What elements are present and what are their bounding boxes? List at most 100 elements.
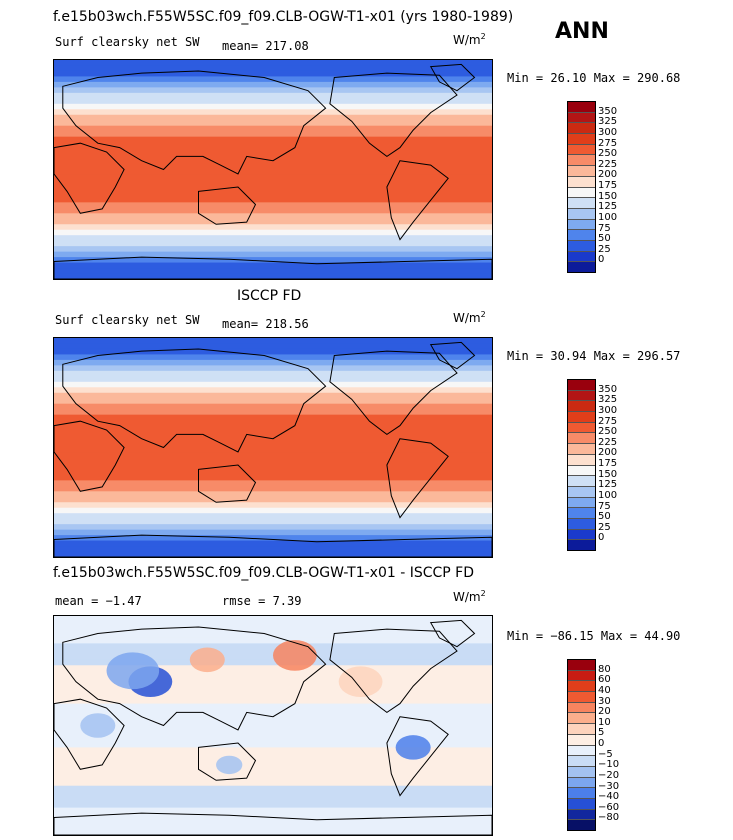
- field-band: [54, 381, 492, 388]
- field-band: [54, 447, 492, 454]
- colorbar-segment: [568, 465, 595, 477]
- colorbar-segment: [568, 798, 595, 810]
- field-band: [54, 654, 492, 661]
- field-band: [54, 507, 492, 514]
- field-band: [54, 681, 492, 688]
- colorbar-segment: [568, 380, 595, 391]
- colorbar-segment: [568, 433, 595, 445]
- field-band: [54, 807, 492, 814]
- colorbar-segment: [568, 540, 595, 550]
- colorbar-tick-label: 200: [598, 447, 618, 459]
- coastline: [329, 628, 458, 714]
- colorbar-segment: [568, 497, 595, 509]
- panel2-map: [53, 337, 493, 558]
- coastline: [54, 812, 492, 835]
- anomaly-blob: [395, 735, 431, 760]
- field-band: [54, 240, 492, 247]
- field-band: [54, 709, 492, 716]
- field-band: [54, 730, 492, 738]
- field-band: [54, 513, 492, 520]
- field-band: [54, 273, 492, 279]
- field-band: [54, 370, 492, 377]
- field-band: [54, 769, 492, 776]
- field-band: [54, 616, 492, 623]
- field-band: [54, 474, 492, 481]
- panel2-colorbar: [567, 379, 596, 551]
- field-band: [54, 114, 492, 121]
- panel2-mean-label: mean= 218.56: [222, 317, 309, 331]
- colorbar-tick-label: 225: [598, 158, 618, 170]
- field-band: [54, 714, 492, 721]
- field-band: [54, 365, 492, 372]
- colorbar-segment: [568, 508, 595, 519]
- field-band: [54, 338, 492, 345]
- colorbar-segment: [568, 788, 595, 799]
- panel1-colorbar: [567, 101, 596, 273]
- field-band: [54, 224, 492, 231]
- field-band: [54, 643, 492, 650]
- colorbar-segment: [568, 681, 595, 693]
- colorbar-tick-label: 275: [598, 137, 618, 149]
- field-band: [54, 403, 492, 410]
- colorbar-segment: [568, 476, 595, 487]
- field-band: [54, 551, 492, 557]
- field-band: [54, 153, 492, 160]
- field-band: [54, 692, 492, 699]
- colorbar-segment: [568, 713, 595, 725]
- field-band: [54, 420, 492, 427]
- colorbar-segment: [568, 219, 595, 231]
- anomaly-blob: [338, 666, 383, 698]
- colorbar-segment: [568, 102, 595, 113]
- colorbar-segment: [568, 390, 595, 402]
- colorbar-tick-label: 40: [598, 684, 611, 696]
- field-band: [54, 213, 492, 220]
- colorbar-tick-label: 125: [598, 201, 618, 213]
- field-band: [54, 659, 492, 666]
- field-band: [54, 780, 492, 787]
- colorbar-tick-label: −10: [598, 759, 620, 771]
- field-band: [54, 191, 492, 198]
- field-band: [54, 164, 492, 171]
- coastline: [54, 142, 125, 214]
- colorbar-segment: [568, 166, 595, 177]
- field-band: [54, 813, 492, 820]
- field-band: [54, 251, 492, 258]
- colorbar-tick-label: 75: [598, 500, 611, 512]
- colorbar-tick-label: 325: [598, 394, 618, 406]
- field-band: [54, 463, 492, 470]
- anomaly-blob: [216, 755, 243, 775]
- field-band: [54, 431, 492, 438]
- panel1-colorbar-ticks: 350 325 300 275 250 225 200 175 150 125 100 75 50 25 0: [598, 101, 638, 273]
- colorbar-segment: [568, 401, 595, 413]
- coastline: [198, 742, 257, 781]
- colorbar-tick-label: 50: [598, 233, 611, 245]
- coastline: [62, 348, 327, 453]
- panel1-variable-label: Surf clearsky net SW: [55, 35, 200, 49]
- field-band: [54, 665, 492, 672]
- field-band: [54, 741, 492, 748]
- colorbar-segment: [568, 230, 595, 241]
- colorbar-segment: [568, 745, 595, 757]
- panel3-mean-label: mean = −1.47: [55, 594, 142, 608]
- colorbar-tick-label: 5: [598, 727, 605, 739]
- colorbar-tick-label: −30: [598, 780, 620, 792]
- colorbar-tick-label: 25: [598, 521, 611, 533]
- field-band: [54, 87, 492, 94]
- colorbar-tick-label: 25: [598, 243, 611, 255]
- colorbar-tick-label: 50: [598, 511, 611, 523]
- colorbar-segment: [568, 240, 595, 252]
- field-band: [54, 246, 492, 253]
- coastline: [329, 72, 458, 158]
- coastline: [54, 256, 492, 279]
- colorbar-tick-label: 20: [598, 706, 611, 718]
- anomaly-blob: [189, 647, 225, 673]
- field-band: [54, 109, 492, 116]
- panel1-title: f.e15b03wch.F55W5SC.f09_f09.CLB-OGW-T1-x…: [53, 9, 514, 25]
- colorbar-segment: [568, 444, 595, 455]
- panel2-variable-label: Surf clearsky net SW: [55, 313, 200, 327]
- panel3-title: f.e15b03wch.F55W5SC.f09_f09.CLB-OGW-T1-x…: [53, 565, 475, 581]
- colorbar-tick-label: 150: [598, 468, 618, 480]
- colorbar-segment: [568, 123, 595, 135]
- field-band: [54, 262, 492, 269]
- field-band: [54, 65, 492, 72]
